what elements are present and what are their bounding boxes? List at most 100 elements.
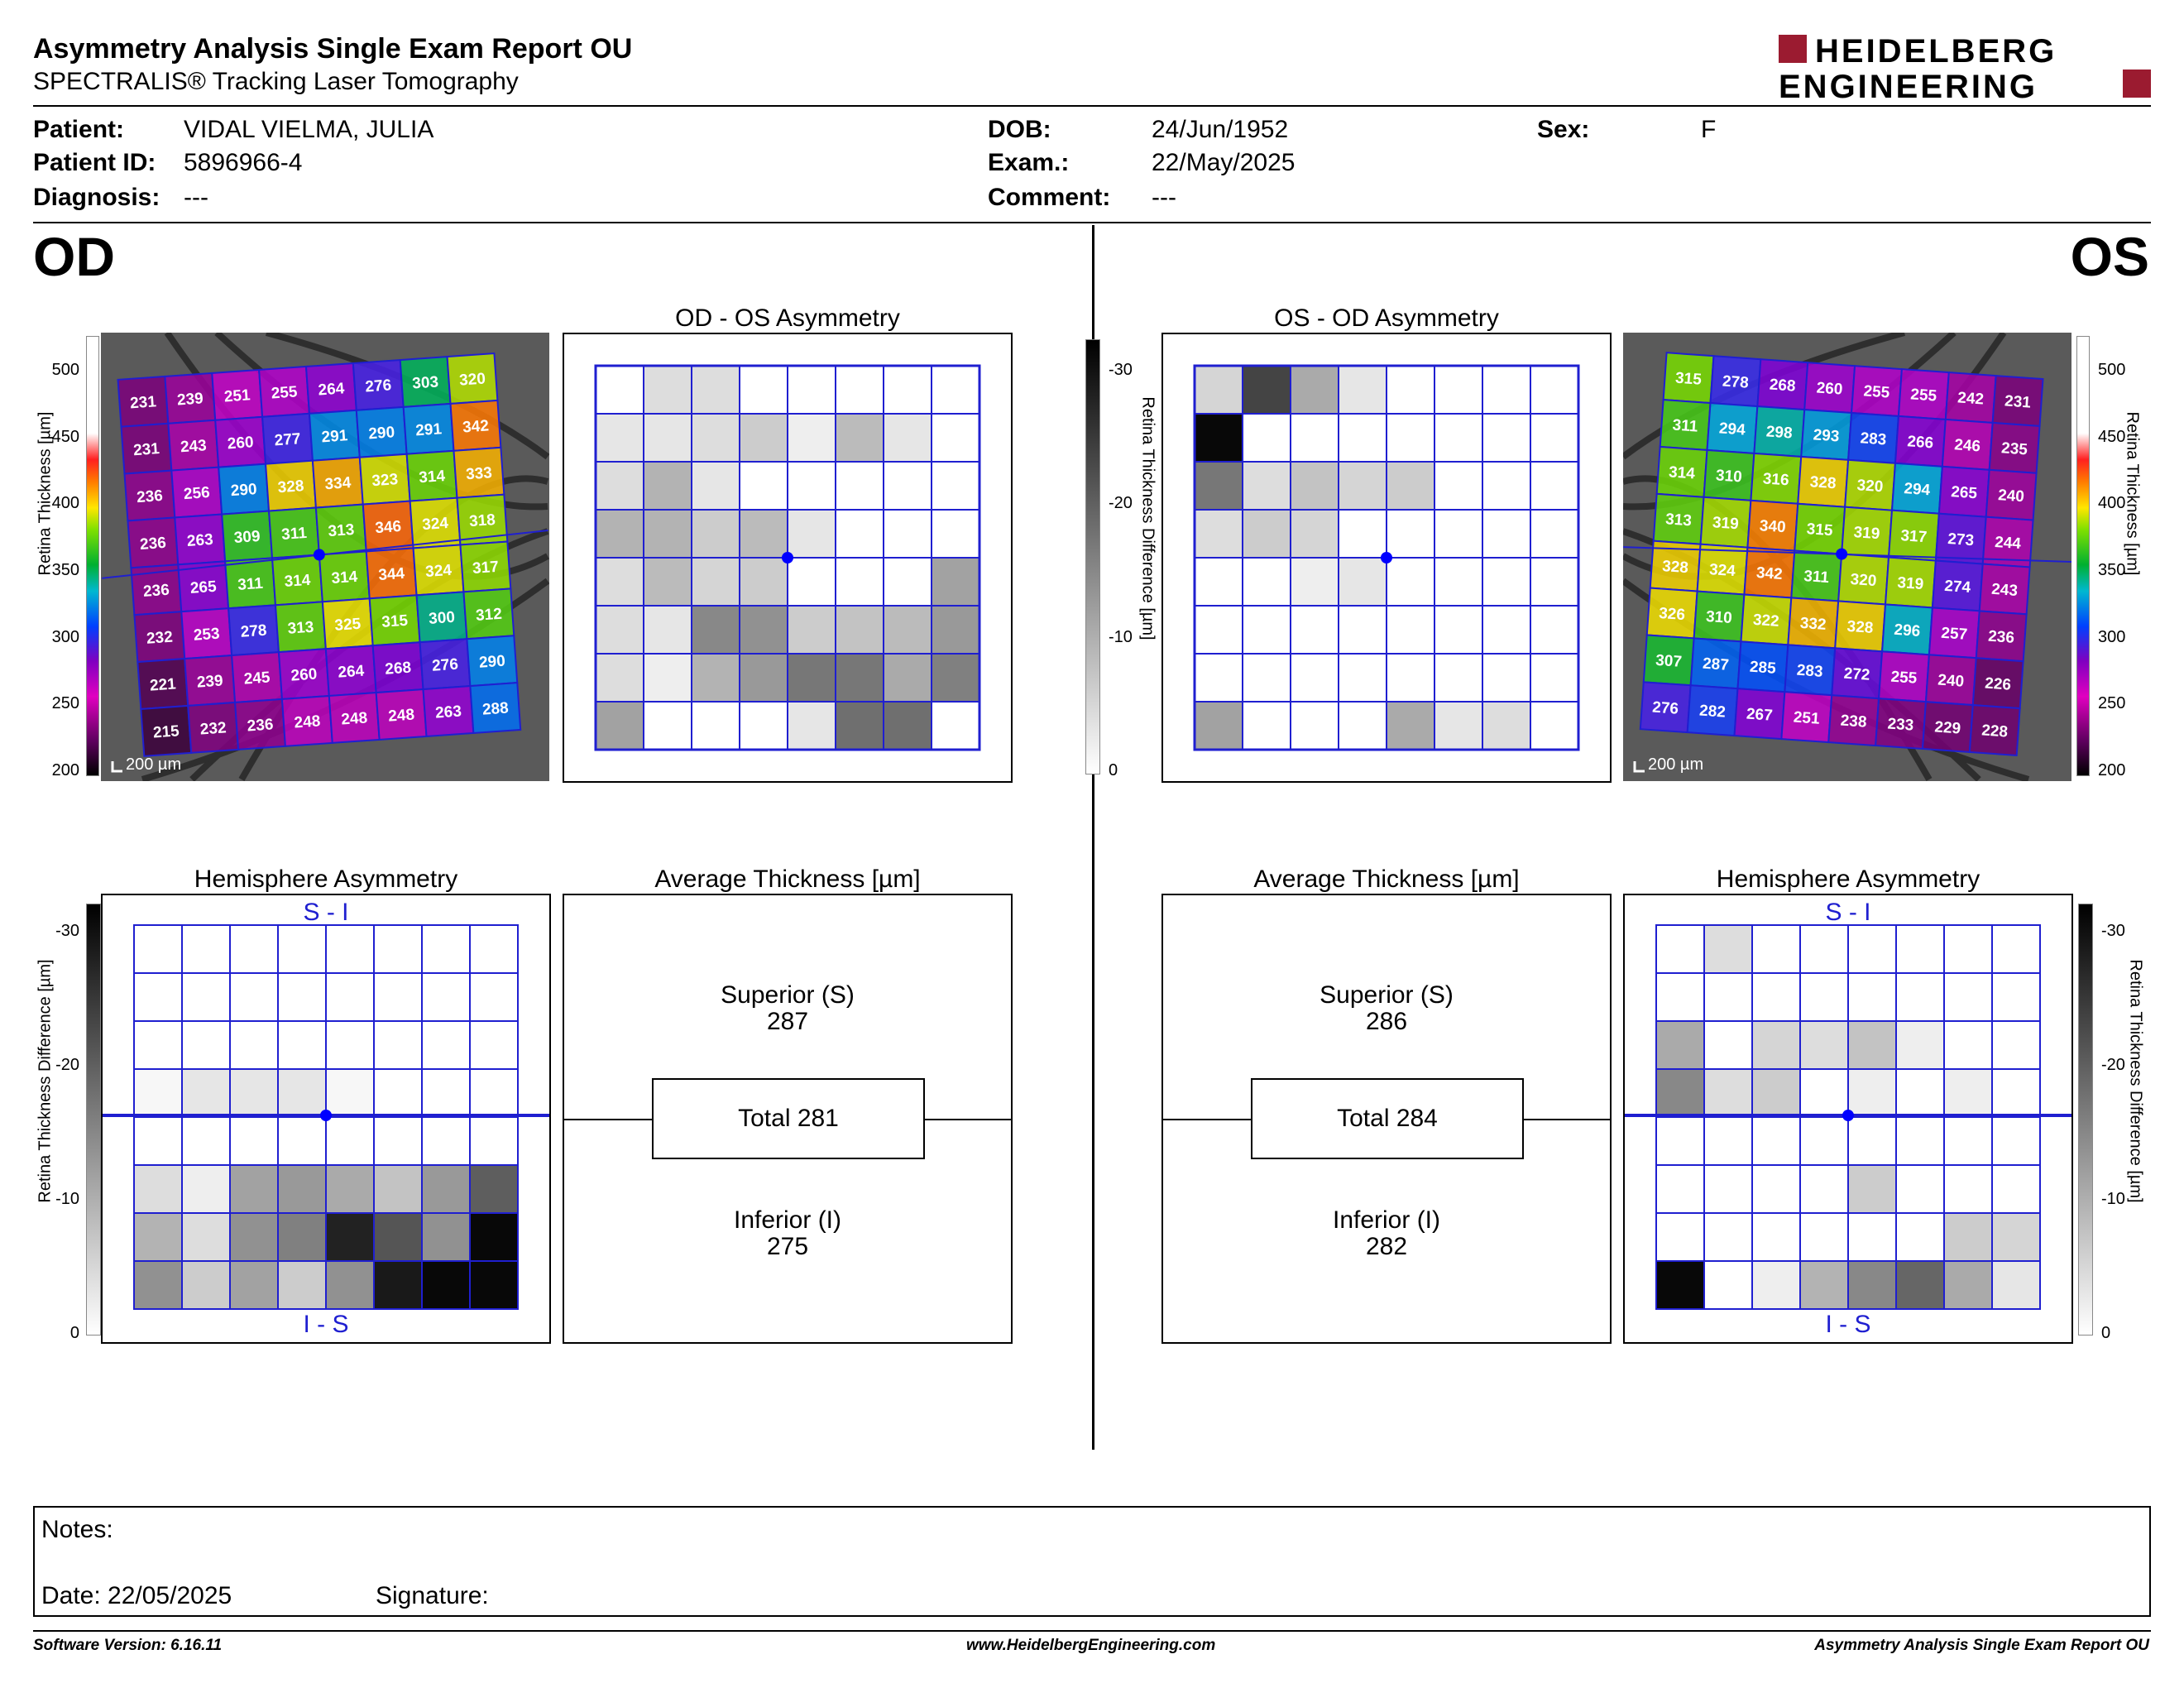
asym-cell (739, 557, 788, 607)
asym-cell (1482, 653, 1531, 703)
hemi-cell (1799, 972, 1849, 1022)
heidelberg-logo: HEIDELBERG ENGINEERING (1779, 33, 2151, 101)
hemi-cell (469, 972, 519, 1022)
thickness-value: 276 (365, 376, 392, 396)
thickness-value: 319 (1897, 574, 1924, 593)
asym-cell (1194, 701, 1243, 750)
scale-bar-icon (1633, 761, 1645, 773)
hemi-cell (1847, 1020, 1897, 1070)
footer-website[interactable]: www.HeidelbergEngineering.com (966, 1637, 1216, 1654)
od-eye-label: OD (33, 226, 115, 287)
hemi-cell (325, 1260, 375, 1310)
thickness-value: 240 (1937, 672, 1965, 691)
asym-cell (643, 509, 692, 559)
asym-cell (1338, 461, 1387, 511)
thickness-value: 314 (419, 468, 447, 487)
hemi-cell (277, 1020, 327, 1070)
grid-border (1193, 364, 1580, 751)
hemi-cell (1703, 1164, 1753, 1214)
hemi-cell (373, 1212, 423, 1262)
od-hemi-diff-title-wrap: Retina Thickness Difference [µm] (33, 910, 58, 1258)
thickness-value: 265 (1951, 483, 1979, 502)
asym-cell (1482, 557, 1531, 607)
hemi-cell (1703, 1020, 1753, 1070)
os-hemi-title: Hemisphere Asymmetry (1716, 866, 1980, 893)
thickness-value: 282 (1698, 703, 1726, 722)
eye-separator (1092, 225, 1094, 1450)
os-eye-label: OS (2070, 226, 2149, 287)
asym-cell (835, 365, 884, 415)
hemi-cell (469, 1068, 519, 1118)
hemi-cell (181, 1212, 231, 1262)
thickness-value: 320 (459, 370, 486, 389)
hemi-cell (1751, 1116, 1801, 1166)
hemi-cell (1991, 1068, 2041, 1118)
thickness-value: 324 (1708, 561, 1736, 580)
hemi-cell (1799, 1116, 1849, 1166)
asym-cell (739, 509, 788, 559)
header-divider (33, 105, 2151, 107)
thickness-value: 260 (1816, 380, 1843, 399)
tick-label: 300 (2098, 627, 2126, 646)
thickness-value: 323 (371, 471, 399, 490)
hemi-cell (1895, 1164, 1945, 1214)
asym-cell (595, 509, 644, 559)
os-fundus-thickness-map: 315 278 268 260 255 255 242 231 311 294 298 293 283 2… (1623, 333, 2071, 781)
thickness-value: 317 (472, 559, 499, 578)
thickness-value: 290 (230, 481, 257, 500)
tick-label: -20 (1109, 494, 1133, 513)
tick-label: 0 (2101, 1324, 2111, 1342)
thickness-value: 236 (1988, 628, 2015, 647)
hemi-cell (1943, 1116, 1993, 1166)
asym-cell (1530, 461, 1579, 511)
patient-id: 5896966-4 (184, 149, 303, 176)
asym-cell (787, 557, 836, 607)
thickness-value: 294 (1718, 420, 1746, 439)
thickness-value: 283 (1860, 429, 1887, 448)
thickness-value: 311 (281, 525, 308, 544)
thickness-value: 332 (1799, 615, 1827, 634)
hemi-cell (229, 1164, 279, 1214)
tick-label: -10 (55, 1190, 79, 1208)
asym-cell (739, 413, 788, 463)
hemi-cell (277, 972, 327, 1022)
od-avg-panel: Superior (S) 287 Total 281 Inferior (I) … (563, 894, 1013, 1344)
asym-cell (1338, 365, 1387, 415)
thickness-value: 334 (324, 474, 352, 493)
thickness-value: 342 (1755, 564, 1783, 583)
hemi-cell (1655, 1212, 1705, 1262)
os-avg-line-left (1163, 1119, 1251, 1120)
hemi-cell (1847, 1116, 1897, 1166)
asym-cell (787, 509, 836, 559)
asym-cell (1434, 461, 1483, 511)
asym-cell (1290, 509, 1339, 559)
tick-label: -30 (2101, 922, 2125, 940)
hemi-cell (1895, 1212, 1945, 1262)
os-hemi-diff-colorbar (2078, 904, 2093, 1336)
asym-cell (643, 365, 692, 415)
si-label: S - I (303, 899, 348, 926)
hemi-cell (229, 1020, 279, 1070)
thickness-value: 288 (481, 699, 509, 718)
thickness-value: 315 (1674, 370, 1703, 389)
hemi-cell (469, 1020, 519, 1070)
hemi-cell (1991, 1260, 2041, 1310)
asym-cell (787, 413, 836, 463)
thickness-value: 333 (465, 464, 492, 483)
thickness-value: 239 (196, 672, 223, 691)
thickness-value: 263 (186, 531, 213, 550)
asym-cell (1386, 605, 1435, 655)
hemi-cell (373, 1068, 423, 1118)
notes-box[interactable]: Notes: Date: 22/05/2025 Signature: (33, 1506, 2151, 1617)
od-superior-value: 287 (766, 1008, 809, 1035)
hemi-cell (1751, 1020, 1801, 1070)
hemi-cell (325, 1164, 375, 1214)
hemi-cell (1895, 924, 1945, 974)
tick-label: -10 (1109, 627, 1133, 646)
hemi-cell (373, 1020, 423, 1070)
thickness-value: 309 (233, 528, 261, 547)
thickness-value: 320 (1850, 571, 1877, 590)
hemi-cell (1847, 972, 1897, 1022)
asym-cell (1194, 605, 1243, 655)
thickness-value: 319 (1853, 524, 1880, 543)
